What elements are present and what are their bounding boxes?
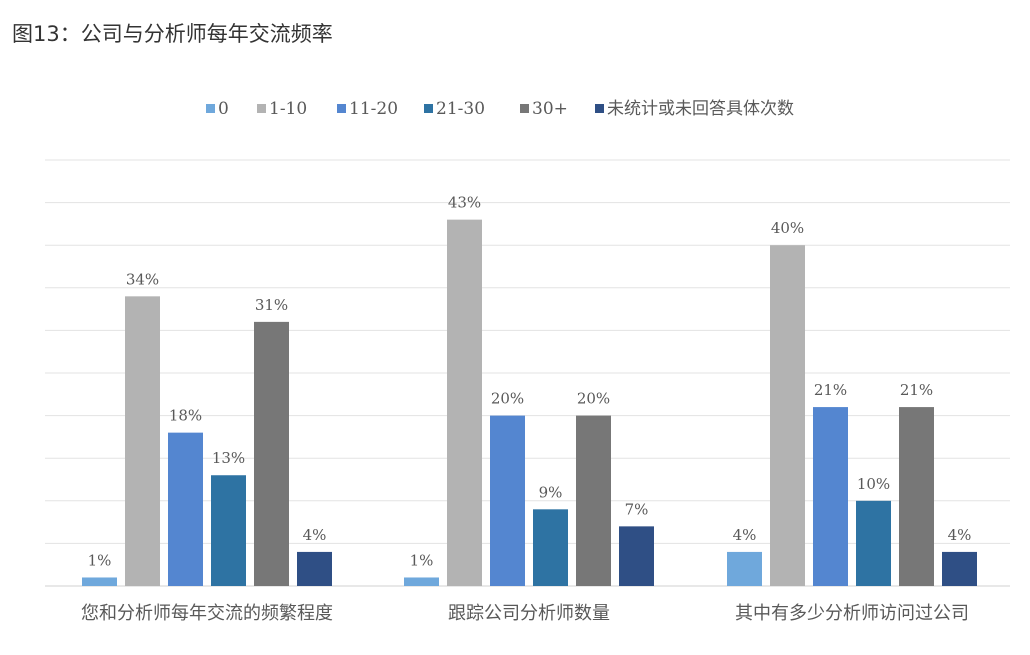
bar <box>813 407 848 586</box>
data-label: 21% <box>814 381 847 399</box>
bar <box>297 551 332 586</box>
bar <box>211 475 246 586</box>
bar <box>856 500 891 586</box>
data-label: 20% <box>491 390 524 408</box>
data-label: 34% <box>126 270 159 288</box>
legend-label: 未统计或未回答具体次数 <box>607 99 794 119</box>
bar <box>254 321 289 586</box>
legend-label: 1-10 <box>269 99 307 119</box>
data-label: 13% <box>212 449 245 467</box>
bar <box>447 219 482 586</box>
data-label: 43% <box>448 194 481 212</box>
bar <box>942 551 977 586</box>
data-label: 9% <box>539 483 563 501</box>
data-label: 10% <box>857 475 890 493</box>
data-label: 4% <box>303 526 327 544</box>
data-label: 7% <box>625 500 649 518</box>
legend-label: 0 <box>218 99 229 119</box>
figure-title: 图13：公司与分析师每年交流频率 <box>12 22 333 46</box>
category-label: 跟踪公司分析师数量 <box>448 603 610 624</box>
data-label: 21% <box>900 381 933 399</box>
bar <box>770 245 805 586</box>
data-label: 1% <box>88 551 112 569</box>
data-labels: 1% 34% 18% 13% 31% 4% 1% 43% 20% 9% 20% 7% 4% 40% 21% 1… <box>88 194 972 570</box>
bars <box>82 219 977 586</box>
legend-swatch <box>257 104 266 113</box>
data-label: 18% <box>169 407 202 425</box>
legend-label: 21-30 <box>436 99 485 119</box>
gridlines <box>45 159 1010 587</box>
legend-swatch <box>337 104 346 113</box>
data-label: 20% <box>577 390 610 408</box>
data-label: 31% <box>255 296 288 314</box>
bar <box>82 577 117 586</box>
bar <box>899 407 934 586</box>
category-labels: 您和分析师每年交流的频繁程度 跟踪公司分析师数量 其中有多少分析师访问过公司 <box>81 603 969 624</box>
bar <box>168 432 203 586</box>
bar <box>576 415 611 586</box>
legend-swatch <box>520 104 529 113</box>
data-label: 1% <box>410 551 434 569</box>
category-label: 您和分析师每年交流的频繁程度 <box>81 603 333 624</box>
legend-swatch <box>206 104 215 113</box>
data-label: 40% <box>771 219 804 237</box>
bar <box>490 415 525 586</box>
bar <box>125 296 160 586</box>
bar <box>404 577 439 586</box>
data-label: 4% <box>733 526 757 544</box>
legend-swatch <box>424 104 433 113</box>
data-label: 4% <box>948 526 972 544</box>
legend-label: 30+ <box>532 99 568 119</box>
bar <box>533 509 568 586</box>
legend-label: 11-20 <box>349 99 398 119</box>
category-label: 其中有多少分析师访问过公司 <box>735 603 969 624</box>
legend: 0 1-10 11-20 21-30 30+ 未统计或未回答具体次数 <box>206 99 794 119</box>
bar <box>727 551 762 586</box>
legend-swatch <box>595 104 604 113</box>
bar <box>619 526 654 586</box>
